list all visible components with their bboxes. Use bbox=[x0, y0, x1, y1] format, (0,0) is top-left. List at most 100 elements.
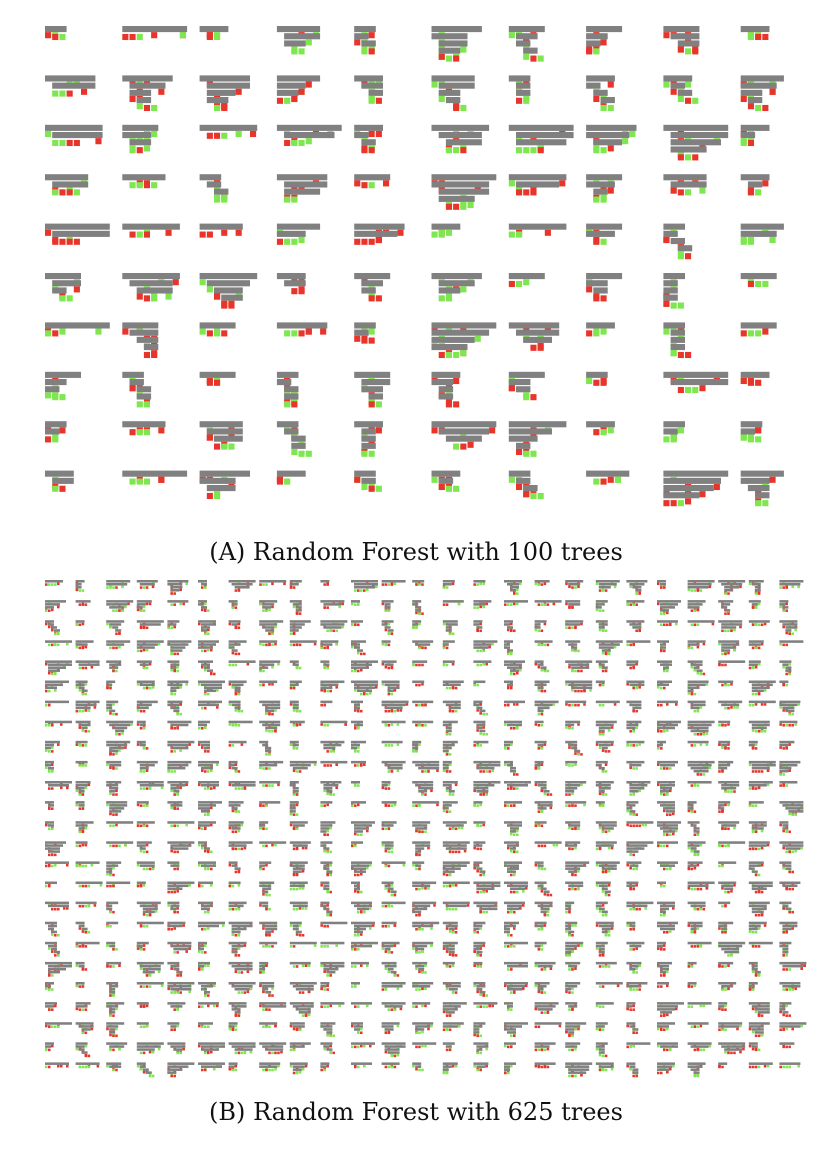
internal-node bbox=[198, 580, 207, 583]
tree-icon bbox=[122, 273, 180, 302]
leaf-class-a bbox=[292, 827, 296, 831]
tree-icon bbox=[442, 660, 455, 667]
leaf-class-b bbox=[537, 712, 541, 716]
leaf-class-b bbox=[323, 849, 326, 853]
leaf-class-b bbox=[81, 764, 85, 767]
internal-node bbox=[660, 646, 666, 649]
tree-icon bbox=[351, 660, 378, 673]
internal-node bbox=[568, 643, 578, 646]
tree-icon bbox=[626, 760, 645, 770]
leaf-class-b bbox=[476, 744, 479, 747]
tree-icon bbox=[276, 322, 328, 337]
internal-node bbox=[198, 723, 207, 727]
leaf-class-a bbox=[354, 832, 357, 836]
leaf-class-a bbox=[387, 804, 391, 807]
internal-node bbox=[78, 790, 85, 793]
internal-node bbox=[381, 801, 397, 804]
tree-icon bbox=[534, 640, 553, 647]
leaf-class-a bbox=[381, 827, 385, 831]
internal-node bbox=[284, 33, 321, 40]
internal-node bbox=[75, 781, 91, 784]
leaf-class-a bbox=[565, 793, 568, 796]
leaf-class-a bbox=[298, 770, 302, 773]
leaf-class-a bbox=[747, 280, 755, 288]
internal-node bbox=[198, 720, 210, 724]
internal-node bbox=[507, 683, 513, 687]
tree-icon bbox=[259, 640, 278, 647]
leaf-class-a bbox=[666, 833, 669, 837]
internal-node bbox=[143, 344, 159, 351]
internal-node bbox=[45, 686, 57, 690]
internal-node bbox=[259, 760, 284, 764]
leaf-class-a bbox=[262, 827, 265, 831]
leaf-class-a bbox=[210, 787, 213, 790]
internal-node bbox=[259, 680, 278, 684]
leaf-class-a bbox=[51, 787, 54, 790]
tree-icon bbox=[718, 660, 746, 667]
leaf-class-b bbox=[540, 668, 544, 672]
leaf-class-a bbox=[106, 686, 109, 690]
leaf-class-b bbox=[699, 589, 703, 592]
internal-node bbox=[204, 847, 210, 850]
tree-icon bbox=[198, 801, 222, 816]
leaf-class-b bbox=[78, 744, 82, 747]
leaf-class-a bbox=[148, 662, 152, 666]
leaf-class-b bbox=[754, 730, 758, 733]
internal-node bbox=[136, 841, 152, 844]
leaf-class-b bbox=[721, 746, 724, 749]
internal-node bbox=[276, 26, 321, 33]
leaf-class-b bbox=[78, 764, 82, 767]
tree-icon bbox=[276, 75, 321, 104]
leaf-class-b bbox=[129, 182, 136, 189]
leaf-class-b bbox=[534, 628, 538, 632]
leaf-class-b bbox=[424, 830, 427, 834]
tree-icon bbox=[136, 760, 158, 773]
internal-node bbox=[351, 680, 378, 684]
internal-node bbox=[354, 174, 391, 181]
leaf-class-b bbox=[204, 602, 207, 606]
leaf-class-b bbox=[669, 833, 672, 837]
internal-node bbox=[663, 666, 669, 669]
internal-node bbox=[571, 746, 578, 750]
internal-node bbox=[663, 124, 729, 131]
internal-node bbox=[721, 824, 737, 827]
leaf-class-b bbox=[457, 602, 461, 606]
internal-node bbox=[748, 801, 764, 804]
tree-icon bbox=[75, 801, 85, 810]
tree-icon bbox=[626, 841, 654, 857]
leaf-class-a bbox=[304, 846, 308, 850]
tree-icon bbox=[508, 371, 545, 401]
leaf-class-a bbox=[51, 724, 54, 727]
internal-node bbox=[507, 763, 513, 767]
leaf-class-a bbox=[663, 649, 666, 653]
internal-node bbox=[122, 223, 180, 230]
internal-node bbox=[45, 428, 60, 435]
leaf-class-b bbox=[718, 642, 721, 646]
leaf-class-b bbox=[663, 844, 666, 848]
tree-icon bbox=[779, 760, 801, 776]
leaf-class-b bbox=[516, 727, 519, 730]
tree-icon bbox=[779, 740, 795, 750]
internal-node bbox=[740, 371, 770, 378]
leaf-class-b bbox=[507, 652, 510, 656]
tree-icon bbox=[504, 760, 519, 776]
leaf-class-b bbox=[635, 592, 638, 595]
tree-icon bbox=[626, 660, 639, 670]
internal-node bbox=[438, 393, 454, 400]
leaf-class-b bbox=[52, 394, 59, 401]
internal-node bbox=[418, 790, 428, 793]
leaf-class-a bbox=[595, 743, 599, 746]
leaf-class-a bbox=[387, 724, 391, 727]
internal-node bbox=[351, 660, 378, 663]
internal-node bbox=[626, 807, 633, 810]
leaf-class-a bbox=[779, 723, 782, 726]
leaf-class-b bbox=[167, 626, 170, 630]
leaf-class-b bbox=[320, 804, 323, 807]
leaf-class-b bbox=[112, 824, 115, 828]
tree-icon bbox=[106, 640, 131, 650]
internal-node bbox=[198, 740, 210, 744]
leaf-class-a bbox=[210, 806, 213, 810]
tree-icon bbox=[75, 821, 94, 834]
internal-node bbox=[516, 82, 531, 89]
tree-icon bbox=[45, 841, 66, 857]
